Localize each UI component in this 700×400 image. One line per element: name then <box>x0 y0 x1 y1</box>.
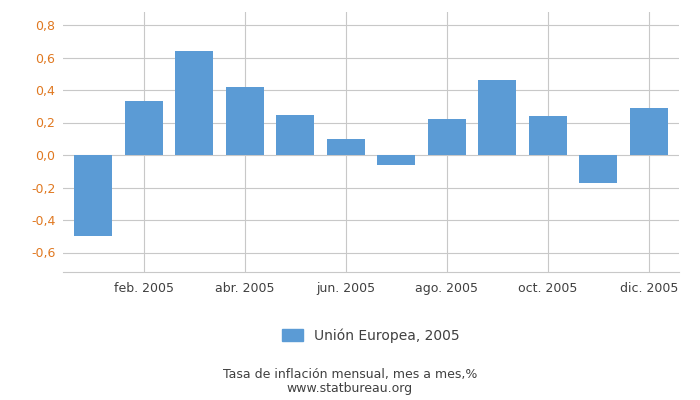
Bar <box>630 108 668 155</box>
Bar <box>125 101 162 155</box>
Bar <box>528 116 567 155</box>
Bar <box>175 51 214 155</box>
Bar <box>226 87 264 155</box>
Legend: Unión Europea, 2005: Unión Europea, 2005 <box>276 323 466 348</box>
Bar <box>428 119 466 155</box>
Bar <box>580 155 617 183</box>
Text: Tasa de inflación mensual, mes a mes,%: Tasa de inflación mensual, mes a mes,% <box>223 368 477 381</box>
Bar <box>74 155 112 236</box>
Bar <box>276 115 314 155</box>
Text: www.statbureau.org: www.statbureau.org <box>287 382 413 395</box>
Bar <box>478 80 516 155</box>
Bar <box>377 155 415 165</box>
Bar <box>327 139 365 155</box>
